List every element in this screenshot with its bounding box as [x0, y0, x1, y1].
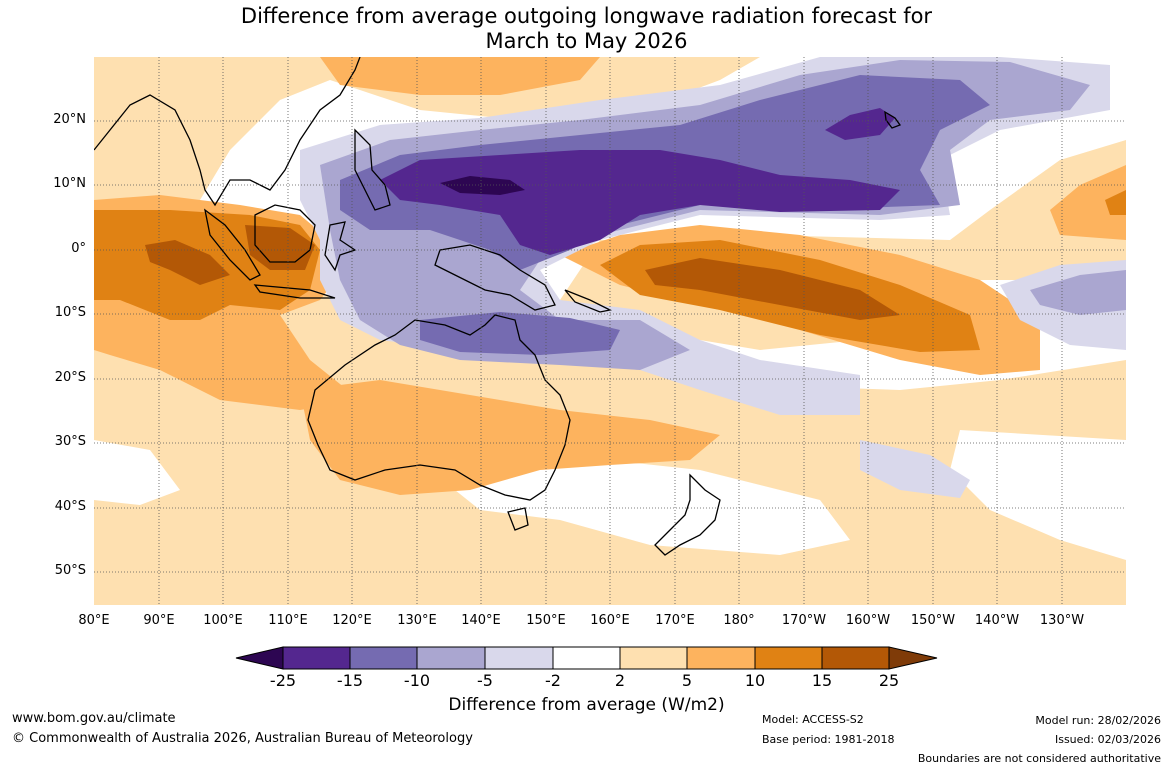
anomaly-negative-15-25-hawaii: [825, 108, 895, 140]
colorbar-bin-5: [552, 646, 621, 670]
lat-label-20s: 20°S: [54, 370, 86, 385]
lon-label-150e: 150°E: [526, 613, 566, 628]
anomaly-positive-15-25-pacific: [645, 258, 900, 320]
footer-url: www.bom.gov.au/climate: [12, 711, 176, 726]
lon-label-150w: 150°W: [910, 613, 956, 628]
lat-label-30s: 30°S: [54, 434, 86, 449]
lon-label-120e: 120°E: [332, 613, 372, 628]
anomaly-negative-2-5-south: [860, 440, 970, 498]
colorbar-bin-7: [686, 646, 756, 670]
new-guinea-coastline: [434, 244, 556, 311]
colorbar-bin-8: [754, 646, 823, 670]
colorbar-tick-label: 25: [878, 671, 900, 690]
asia-coastline: [94, 57, 361, 207]
colorbar-tick-label: -25: [269, 671, 297, 690]
lon-label-130w: 130°W: [1039, 613, 1085, 628]
anomaly-positive-10-15-east: [1105, 190, 1126, 215]
footer-base-period: Base period: 1981-2018: [762, 733, 895, 746]
lat-label-20n: 20°N: [53, 112, 86, 127]
near-normal-patch-south: [430, 455, 850, 555]
colorbar-title: Difference from average (W/m2): [448, 695, 725, 715]
near-normal-patch-sw: [94, 440, 180, 505]
lat-label-10s: 10°S: [54, 305, 86, 320]
java-coastline: [253, 284, 336, 299]
colorbar-tick-label: 15: [811, 671, 833, 690]
colorbar-bin-2: [349, 646, 418, 670]
colorbar-bin-1: [282, 646, 351, 670]
colorbar-bin-3: [416, 646, 486, 670]
lon-label-140e: 140°E: [461, 613, 501, 628]
lon-label-130e: 130°E: [397, 613, 437, 628]
anomaly-positive-15-25-borneo: [245, 225, 315, 270]
lon-label-100e: 100°E: [203, 613, 243, 628]
colorbar-tick-label: -5: [477, 671, 493, 690]
colorbar-tick-label: -2: [545, 671, 561, 690]
anomaly-negative-5-10-east: [1030, 270, 1126, 315]
colorbar-tick-label: 2: [614, 671, 626, 690]
anomaly-positive-2-5-north: [94, 57, 760, 230]
anomaly-positive-15-25-indianocean: [145, 240, 230, 285]
australia-coastline: [307, 314, 571, 501]
hawaii-coastline: [884, 110, 902, 129]
colorbar-bin-4: [484, 646, 554, 670]
anomaly-positive-5-10-east: [1050, 165, 1126, 240]
lat-label-50s: 50°S: [54, 563, 86, 578]
lat-label-10n: 10°N: [53, 176, 86, 191]
footer-copyright: © Commonwealth of Australia 2026, Austra…: [12, 731, 473, 746]
footer-model-run: Model run: 28/02/2026: [1035, 714, 1161, 727]
near-normal-patch-se: [950, 430, 1126, 560]
footer-disclaimer: Boundaries are not considered authoritat…: [917, 752, 1161, 765]
lon-label-110e: 110°E: [268, 613, 308, 628]
anomaly-positive-5-10-australia: [300, 380, 720, 495]
anomaly-negative-below-25: [440, 176, 525, 195]
map-title-line1: Difference from average outgoing longwav…: [240, 4, 933, 28]
solomon-islands-coastline: [564, 289, 612, 313]
anomaly-positive-5-10-north: [320, 57, 600, 95]
lon-label-160e: 160°E: [590, 613, 630, 628]
anomaly-negative-15-25: [380, 150, 900, 255]
coastlines: [94, 57, 902, 556]
tasmania-coastline: [507, 507, 529, 531]
colorbar-tick-label: 5: [681, 671, 693, 690]
lon-label-170w: 170°W: [781, 613, 827, 628]
sumatra-coastline: [204, 208, 261, 281]
anomaly-field: [94, 57, 1126, 605]
map-title-line2: March to May 2026: [485, 29, 688, 53]
anomaly-negative-10-15-coralsea: [420, 312, 620, 355]
lon-label-90e: 90°E: [143, 613, 175, 628]
sulawesi-coastline: [324, 221, 357, 272]
new-zealand-coastline: [654, 473, 721, 556]
lon-label-170e: 170°E: [655, 613, 695, 628]
lat-label-equator: 0°: [71, 241, 86, 256]
colorbar-bin-10: [888, 646, 938, 670]
philippines-coastline: [354, 128, 391, 211]
colorbar-bin-6: [619, 646, 688, 670]
footer-issued: Issued: 02/03/2026: [1054, 733, 1161, 746]
lon-label-180: 180°: [723, 613, 755, 628]
footer-model: Model: ACCESS-S2: [762, 713, 864, 726]
colorbar-tick-label: 10: [744, 671, 766, 690]
lon-label-80e: 80°E: [78, 613, 110, 628]
colorbar: [235, 646, 938, 670]
colorbar-tick-label: -15: [336, 671, 364, 690]
map-title: Difference from average outgoing longwav…: [0, 4, 1173, 54]
colorbar-bin-0: [235, 646, 284, 670]
lat-label-40s: 40°S: [54, 499, 86, 514]
lon-label-140w: 140°W: [974, 613, 1020, 628]
colorbar-tick-label: -10: [403, 671, 431, 690]
graticule: [94, 57, 1126, 605]
colorbar-bin-9: [821, 646, 890, 670]
lon-label-160w: 160°W: [845, 613, 891, 628]
